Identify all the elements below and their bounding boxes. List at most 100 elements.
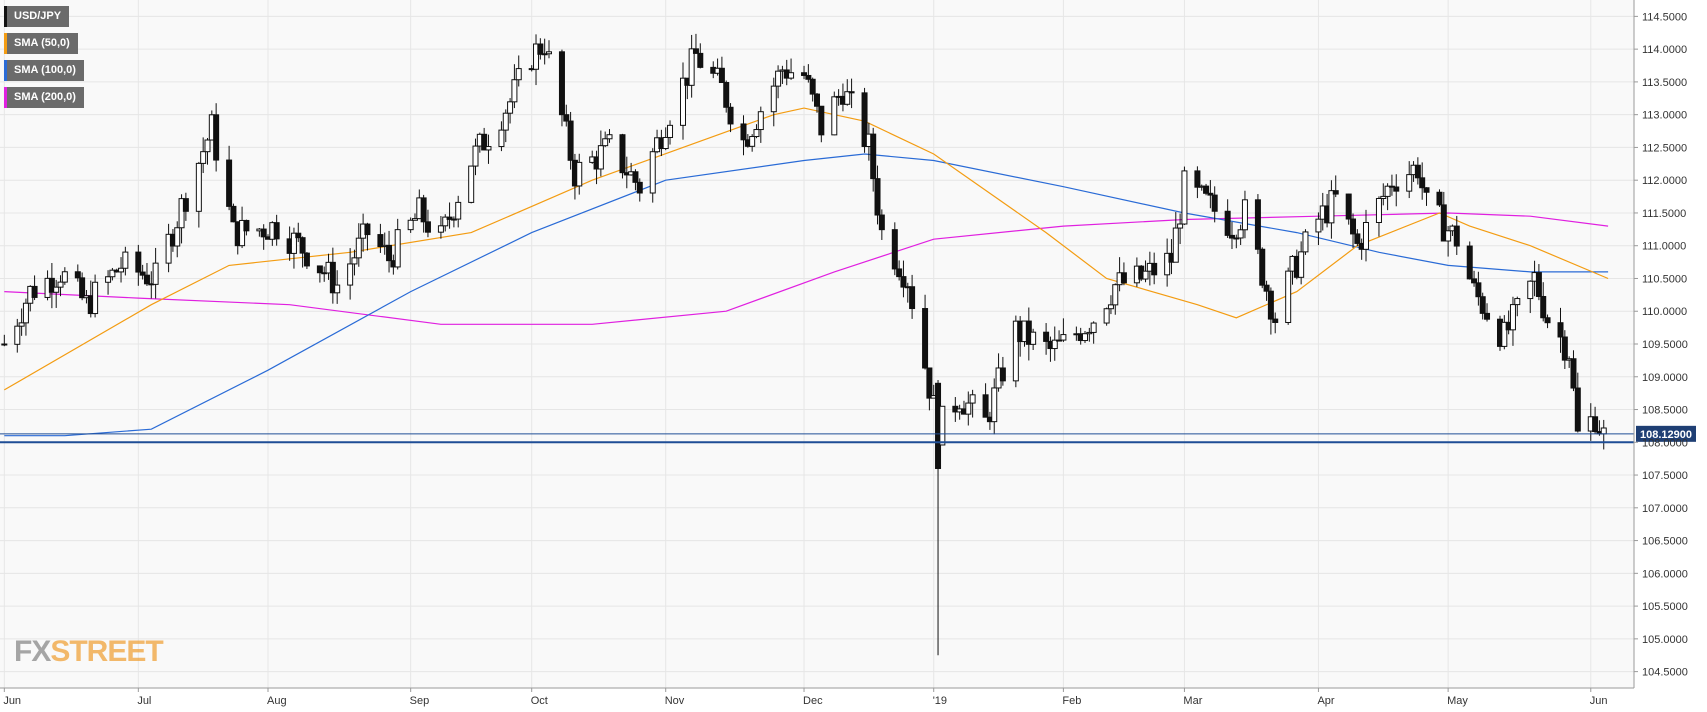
candle-body-up	[576, 161, 583, 187]
x-tick-label: Apr	[1317, 695, 1334, 707]
candle-body-up	[1380, 195, 1387, 199]
candle-body-down	[1194, 170, 1201, 188]
candle-body-up	[688, 48, 695, 86]
candle-body-up	[969, 394, 976, 404]
candle-body-down	[1259, 248, 1266, 286]
candle-body-up	[1012, 320, 1019, 382]
candle-body-up	[545, 51, 552, 55]
candle-body-down	[377, 234, 384, 248]
candle-body-down	[1557, 322, 1564, 338]
y-tick-label: 112.5000	[1642, 142, 1687, 154]
x-tick-label: Aug	[267, 695, 287, 707]
candle-body-up	[109, 269, 116, 278]
legend-item-sma-100[interactable]: SMA (100,0)	[4, 60, 84, 81]
last-price-label: 108.12900	[1640, 429, 1692, 441]
candle-body-down	[814, 93, 820, 107]
candle-body-up	[1241, 199, 1248, 231]
y-tick-label: 109.5000	[1642, 339, 1688, 351]
candle-body-up	[239, 219, 246, 247]
candle-body-down	[723, 82, 730, 108]
candle-body-up	[442, 216, 449, 227]
candle-body-up	[770, 85, 777, 113]
legend-item-sma-200[interactable]: SMA (200,0)	[4, 87, 84, 108]
y-tick-label: 111.0000	[1642, 241, 1686, 253]
y-tick-label: 113.0000	[1642, 110, 1687, 122]
candle-body-down	[386, 244, 393, 262]
candle-body-up	[1082, 333, 1089, 342]
y-tick-label: 107.5000	[1642, 470, 1688, 482]
candle-body-down	[1475, 282, 1482, 298]
last-price-box	[1636, 425, 1696, 442]
y-tick-label: 108.5000	[1642, 405, 1688, 417]
y-tick-label: 112.0000	[1642, 175, 1687, 187]
candle-body-down	[481, 133, 488, 151]
x-tick-label: Mar	[1183, 695, 1202, 707]
candle-body-down	[139, 271, 146, 276]
candle-body-down	[182, 198, 189, 212]
candle-body-up	[498, 129, 505, 148]
candle-body-up	[334, 284, 341, 294]
candle-body-up	[1362, 221, 1369, 250]
x-tick-label: Oct	[531, 695, 548, 707]
candle-body-up	[606, 134, 613, 140]
candle-body-down	[1423, 187, 1430, 193]
candle-body-down	[316, 265, 323, 274]
candle-body-up	[1142, 270, 1149, 280]
moving-averages	[3, 107, 1609, 437]
candle-body-down	[1272, 318, 1279, 323]
candle-body-up	[667, 124, 674, 138]
legend-item-sma-50[interactable]: SMA (50,0)	[4, 33, 84, 54]
candle-body-down	[230, 205, 237, 223]
candle-body-up	[1177, 223, 1184, 229]
candle-body-down	[364, 223, 371, 236]
candle-body-down	[1574, 387, 1581, 432]
candle-body-down	[329, 261, 336, 294]
candle-body-down	[801, 72, 808, 76]
sma-100-line	[4, 153, 1609, 437]
candle-body-down	[848, 91, 855, 94]
candle-body-down	[1592, 416, 1599, 433]
y-tick-label: 114.0000	[1642, 44, 1687, 56]
candle-body-down	[740, 123, 747, 141]
candle-body-up	[1164, 252, 1171, 276]
x-tick-label: Feb	[1062, 695, 1081, 707]
candle-body-down	[1540, 295, 1547, 319]
candle-body-down	[1453, 225, 1460, 247]
candle-body-up	[347, 263, 354, 286]
candle-body-down	[243, 219, 250, 232]
x-tick-label: '19	[933, 695, 947, 707]
candle-body-up	[939, 405, 946, 446]
legend-item-usdjpy[interactable]: USD/JPY	[4, 6, 84, 27]
candle-body-down	[718, 67, 725, 84]
candle-body-down	[1120, 272, 1127, 284]
candle-body-up	[1384, 185, 1391, 197]
candle-body-up	[1107, 304, 1114, 310]
sma-50-line	[3, 107, 1609, 391]
candle-body-up	[541, 53, 548, 56]
candle-body-down	[1440, 204, 1447, 242]
candle-body-down	[446, 216, 453, 220]
x-tick-label: Dec	[803, 695, 823, 707]
y-tick-label: 110.5000	[1642, 273, 1687, 285]
candle-body-down	[697, 52, 704, 68]
legend: USD/JPY SMA (50,0) SMA (100,0) SMA (200,…	[4, 6, 84, 114]
y-tick-label: 108.0000	[1642, 437, 1688, 449]
x-tick-label: Nov	[665, 695, 685, 707]
candle-body-down	[31, 285, 38, 298]
candle-body-up	[57, 281, 64, 288]
y-tick-label: 113.5000	[1642, 77, 1687, 89]
legend-label: SMA (200,0)	[7, 87, 84, 108]
candle-body-up	[515, 68, 522, 81]
candle-body-up	[355, 237, 362, 259]
candle-body-down	[260, 228, 267, 238]
candle-body-up	[1060, 334, 1067, 341]
candle-body-down	[1267, 290, 1274, 320]
sma-200-line	[4, 212, 1609, 325]
candle-body-up	[22, 302, 29, 324]
candle-body-down	[143, 274, 150, 285]
candle-body-up	[602, 138, 609, 147]
candle-body-down	[1, 343, 8, 346]
candle-body-up	[411, 218, 418, 221]
